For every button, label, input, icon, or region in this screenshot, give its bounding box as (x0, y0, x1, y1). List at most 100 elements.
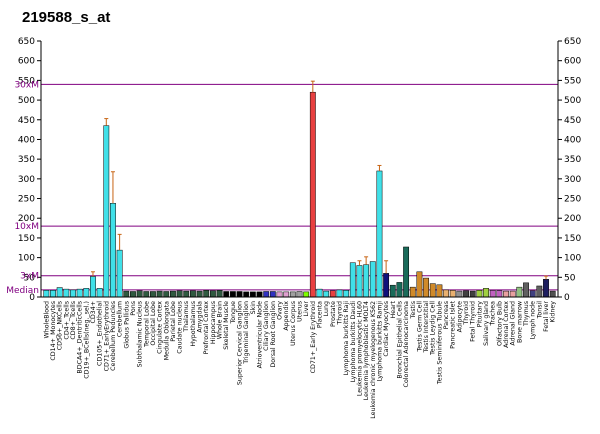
bar (363, 264, 370, 298)
left-tick-label: 400 (18, 135, 35, 145)
x-tick-label: Skeletal Muscle (223, 301, 230, 350)
x-tick-label: Temporal Lobe (143, 301, 150, 348)
bar (156, 290, 163, 298)
x-tick-label: Fetal liver (543, 301, 550, 332)
x-tick-label: Parietal Lobe (170, 301, 177, 342)
bar (70, 289, 76, 298)
right-tick-label: 400 (564, 135, 581, 145)
bar (150, 291, 156, 298)
x-tick-label: Testis (410, 301, 417, 319)
reference-labels: 30xM 10xM 3xM Median (6, 80, 39, 296)
bar (103, 125, 110, 298)
x-tick-label: Lymph node (530, 301, 537, 340)
x-tick-label: WholeBlood (43, 301, 50, 338)
right-tick-label: 600 (564, 57, 581, 67)
x-tick-label: Pancreas (443, 301, 450, 329)
bar (356, 265, 363, 298)
bar (130, 291, 136, 298)
x-tick-label: Amygdala (197, 301, 204, 333)
left-tick-label: 300 (18, 175, 35, 185)
bar (496, 290, 503, 298)
bar (429, 283, 436, 298)
bar (403, 246, 410, 298)
x-tick-label: Lung (323, 301, 330, 316)
bar (443, 289, 449, 298)
bar (409, 286, 416, 298)
x-tick-label: Thyroid (463, 301, 470, 326)
bar (243, 291, 250, 298)
bar (163, 291, 170, 298)
left-axis-ticks: 0 50 100 150 200 250 300 350 400 450 500 550 600 650 (18, 37, 41, 303)
right-axis-ticks: 0 50 100 150 200 250 300 350 400 450 500 550 600 650 (558, 37, 581, 303)
x-tick-label: Medulla Oblongata (163, 301, 170, 361)
bar (423, 277, 429, 298)
bar (303, 291, 310, 298)
bar (183, 290, 190, 298)
x-tick-label: Pituitary (476, 301, 483, 328)
bar (170, 290, 176, 298)
bar (136, 290, 143, 298)
x-tick-label: Kidney (550, 301, 557, 323)
x-tick-label: Skin (250, 301, 257, 314)
left-tick-label: 250 (18, 195, 35, 205)
bar (469, 290, 476, 298)
reference-label: 3xM (20, 272, 39, 282)
bar (63, 288, 70, 298)
bar (236, 291, 243, 298)
bar (343, 290, 350, 298)
bar (216, 290, 223, 298)
x-tick-label: CD56+_NKCells (57, 301, 64, 350)
right-tick-label: 300 (564, 175, 581, 185)
bar (196, 290, 203, 298)
bar (349, 262, 356, 298)
right-tick-label: 350 (564, 155, 581, 165)
left-tick-label: 100 (18, 254, 35, 264)
left-tick-label: 650 (18, 37, 35, 47)
x-tick-label: Leukemia lymphoblastic MOLT4 (363, 301, 370, 400)
bar (336, 289, 343, 298)
left-tick-label: 450 (18, 116, 35, 126)
bar (123, 290, 130, 298)
bar (489, 290, 496, 298)
x-tick-label: Bone marrow (516, 301, 523, 343)
right-tick-label: 650 (564, 37, 581, 47)
bar (269, 291, 276, 298)
right-tick-label: 0 (564, 293, 570, 303)
x-tick-label: Testis Interstitial (423, 301, 430, 354)
bar (416, 271, 423, 298)
bar (543, 279, 549, 298)
bar (116, 249, 123, 298)
bar (263, 291, 270, 298)
bar (50, 290, 56, 298)
x-tick-label: CD8+_Tcells (70, 301, 77, 340)
x-tick-label: CD71+_EarlyErythroid (103, 301, 110, 371)
left-tick-label: 600 (18, 57, 35, 67)
x-tick-label: Colorectal Adenocarcinoma (403, 301, 410, 388)
bar (389, 284, 396, 298)
x-tick-label: Fetal Thyroid (470, 301, 477, 342)
x-tick-label: Thalamus (183, 301, 190, 333)
x-tick-label: Lymphoma burkitts Daudi (350, 301, 357, 383)
x-tick-label: CD4+_Tcells (63, 301, 70, 340)
x-tick-label: Thymus (523, 301, 530, 327)
bar (436, 284, 443, 298)
x-tick-label: Olfactory Bulb (496, 301, 503, 346)
x-tick-label: Superior Cervical Ganglion (237, 301, 244, 385)
x-tick-label: Prostate (330, 301, 337, 327)
x-tick-label: Adipocyte (456, 301, 463, 332)
bar (229, 291, 236, 298)
bar (203, 290, 210, 298)
right-tick-label: 100 (564, 254, 581, 264)
x-tick-label: CD14+_Monocytes (50, 301, 57, 361)
left-tick-label: 350 (18, 155, 35, 165)
right-tick-label: 450 (564, 116, 581, 126)
left-tick-label: 150 (18, 234, 35, 244)
left-tick-label: 0 (29, 293, 35, 303)
x-tick-label: Cerebellum Peduncles (110, 301, 117, 371)
left-tick-label: 550 (18, 76, 35, 86)
bar (83, 288, 90, 298)
x-tick-label: Testis Leydig Cell (430, 301, 437, 356)
bar (503, 290, 509, 298)
bar (209, 290, 216, 298)
